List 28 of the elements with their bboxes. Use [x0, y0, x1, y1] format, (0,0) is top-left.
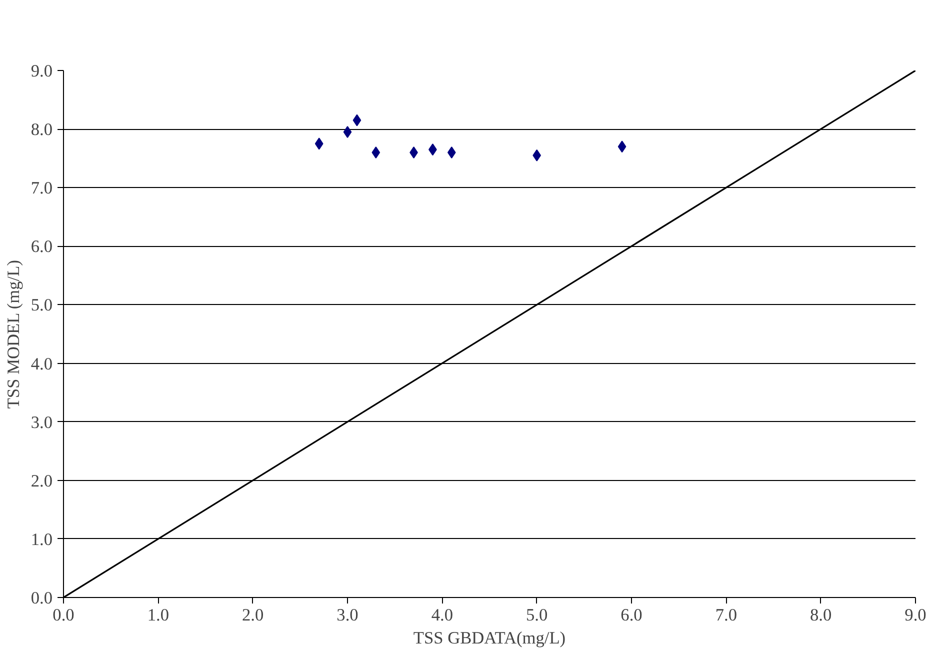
x-axis-title: TSS GBDATA(mg/L): [413, 628, 566, 648]
x-tick-label: 0.0: [52, 606, 74, 624]
y-tick-label: 1.0: [30, 530, 53, 549]
x-tick-label: 6.0: [620, 606, 642, 624]
x-tick-label: 1.0: [147, 606, 170, 624]
y-tick-label: 9.0: [30, 62, 53, 80]
x-tick-label: 7.0: [715, 606, 738, 624]
y-tick-label: 4.0: [30, 354, 53, 374]
y-tick-label: 3.0: [30, 412, 53, 432]
point: [372, 146, 380, 158]
x-tick-label: 2.0: [242, 606, 264, 624]
point: [618, 140, 626, 153]
point: [343, 126, 352, 138]
point: [314, 138, 324, 150]
y-tick-label: 0.0: [30, 588, 53, 608]
y-tick-label: 5.0: [30, 296, 53, 315]
x-tick-label: 5.0: [526, 606, 548, 624]
point: [447, 146, 456, 158]
y-axis-title: TSS MODEL (mg/L): [4, 260, 23, 409]
y-tick-label: 8.0: [30, 120, 53, 140]
x-tick-label: 8.0: [810, 606, 832, 624]
y-tick-label: 6.0: [30, 237, 53, 256]
y-tick-label: 7.0: [30, 178, 53, 198]
point: [352, 114, 362, 126]
x-tick-label: 9.0: [904, 606, 926, 624]
x-tick-label: 4.0: [431, 606, 454, 624]
y-tick-label: 2.0: [30, 471, 53, 490]
x-tick-label: 3.0: [336, 606, 358, 624]
